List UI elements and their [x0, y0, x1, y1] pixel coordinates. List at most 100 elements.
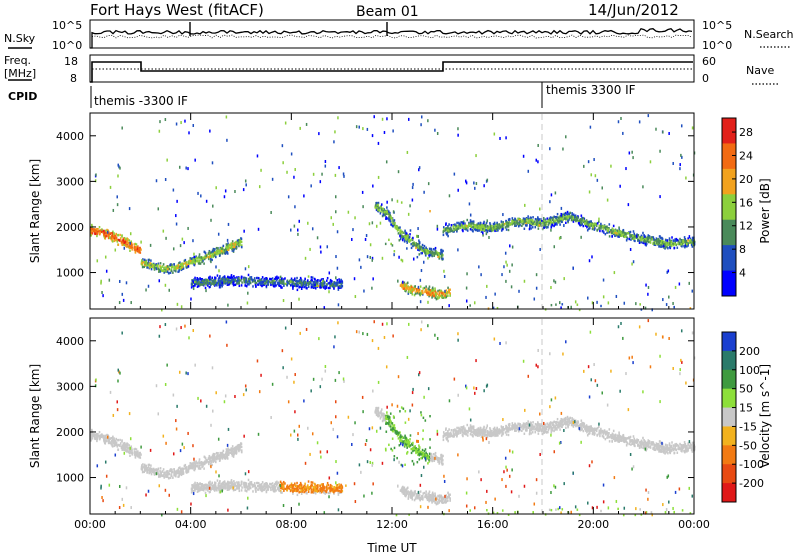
power-echo: [207, 282, 210, 285]
power-noise: [502, 213, 504, 217]
velocity-echo: [577, 424, 580, 428]
power-noise: [192, 287, 195, 291]
power-echo: [642, 238, 645, 242]
power-echo: [292, 285, 294, 288]
power-echo: [254, 279, 257, 283]
velocity-echo: [180, 468, 182, 471]
power-echo: [654, 243, 657, 247]
power-echo: [197, 283, 200, 286]
velocity-echo: [401, 440, 404, 444]
power-echo: [186, 263, 188, 267]
power-echo: [431, 252, 434, 256]
power-echo: [508, 218, 510, 222]
power-noise: [386, 200, 388, 204]
power-echo: [402, 235, 404, 238]
power-echo: [247, 273, 250, 277]
power-noise: [260, 168, 262, 172]
power-echo: [182, 262, 185, 265]
power-echo: [687, 242, 690, 245]
power-echo: [511, 217, 514, 220]
power-echo: [329, 284, 332, 288]
power-echo: [390, 217, 392, 220]
power-noise: [210, 218, 212, 222]
power-echo: [600, 225, 602, 228]
power-echo: [489, 224, 492, 228]
power-echo: [616, 229, 619, 232]
power-echo: [586, 221, 589, 225]
velocity-echo: [138, 456, 140, 459]
power-echo: [637, 238, 640, 242]
power-noise: [651, 308, 653, 312]
power-echo: [380, 203, 383, 206]
power-echo: [130, 240, 133, 243]
power-noise: [594, 174, 597, 178]
power-echo: [489, 222, 491, 225]
velocity-echo: [378, 411, 380, 414]
power-echo: [463, 226, 465, 229]
power-echo: [407, 285, 409, 288]
velocity-echo: [156, 469, 158, 472]
velocity-echo: [417, 451, 419, 454]
power-echo: [311, 286, 313, 289]
power-echo: [98, 229, 100, 233]
power-noise: [399, 237, 402, 241]
velocity-echo: [202, 464, 204, 468]
nsearch-label: N.Search: [744, 28, 794, 41]
power-noise: [518, 222, 521, 226]
power-echo: [557, 220, 560, 223]
power-echo: [483, 228, 486, 232]
velocity-echo: [112, 435, 114, 438]
power-noise: [629, 247, 632, 251]
power-noise: [469, 213, 472, 217]
power-echo: [645, 238, 647, 242]
power-noise: [466, 272, 468, 276]
power-echo: [441, 251, 443, 254]
power-echo: [149, 262, 152, 265]
power-echo: [216, 274, 219, 277]
power-echo: [310, 276, 313, 279]
power-echo: [222, 244, 225, 248]
power-echo: [508, 220, 511, 223]
power-echo: [586, 229, 589, 232]
power-echo: [462, 229, 464, 233]
power-echo: [405, 232, 408, 235]
power-echo: [340, 278, 342, 282]
power-noise: [319, 245, 322, 249]
power-noise: [572, 266, 574, 270]
velocity-echo: [225, 454, 228, 457]
velocity-echo: [240, 445, 243, 449]
power-echo: [492, 225, 495, 228]
power-echo: [214, 276, 216, 279]
power-echo: [219, 279, 222, 282]
power-echo: [425, 248, 428, 252]
power-echo: [505, 228, 508, 231]
power-echo: [234, 283, 237, 286]
power-echo: [691, 245, 694, 248]
power-echo: [440, 289, 442, 292]
power-noise: [326, 245, 329, 249]
power-echo: [214, 277, 217, 280]
power-echo: [627, 232, 630, 235]
power-noise: [420, 123, 422, 127]
velocity-echo: [420, 450, 423, 454]
power-noise: [247, 265, 250, 269]
power-echo: [223, 278, 226, 282]
power-noise: [674, 285, 677, 289]
power-echo: [105, 234, 108, 237]
velocity-echo: [111, 440, 113, 443]
power-echo: [502, 226, 504, 229]
freq-line: [90, 61, 693, 83]
velocity-echo: [420, 453, 423, 456]
power-echo: [282, 280, 284, 283]
power-noise: [332, 222, 334, 226]
power-echo: [682, 240, 684, 243]
power-echo: [173, 265, 176, 268]
power-echo: [472, 222, 475, 225]
power-noise: [180, 305, 183, 309]
power-echo: [377, 203, 379, 207]
power-noise: [402, 280, 404, 284]
power-echo: [683, 236, 686, 239]
velocity-echo: [198, 467, 201, 470]
